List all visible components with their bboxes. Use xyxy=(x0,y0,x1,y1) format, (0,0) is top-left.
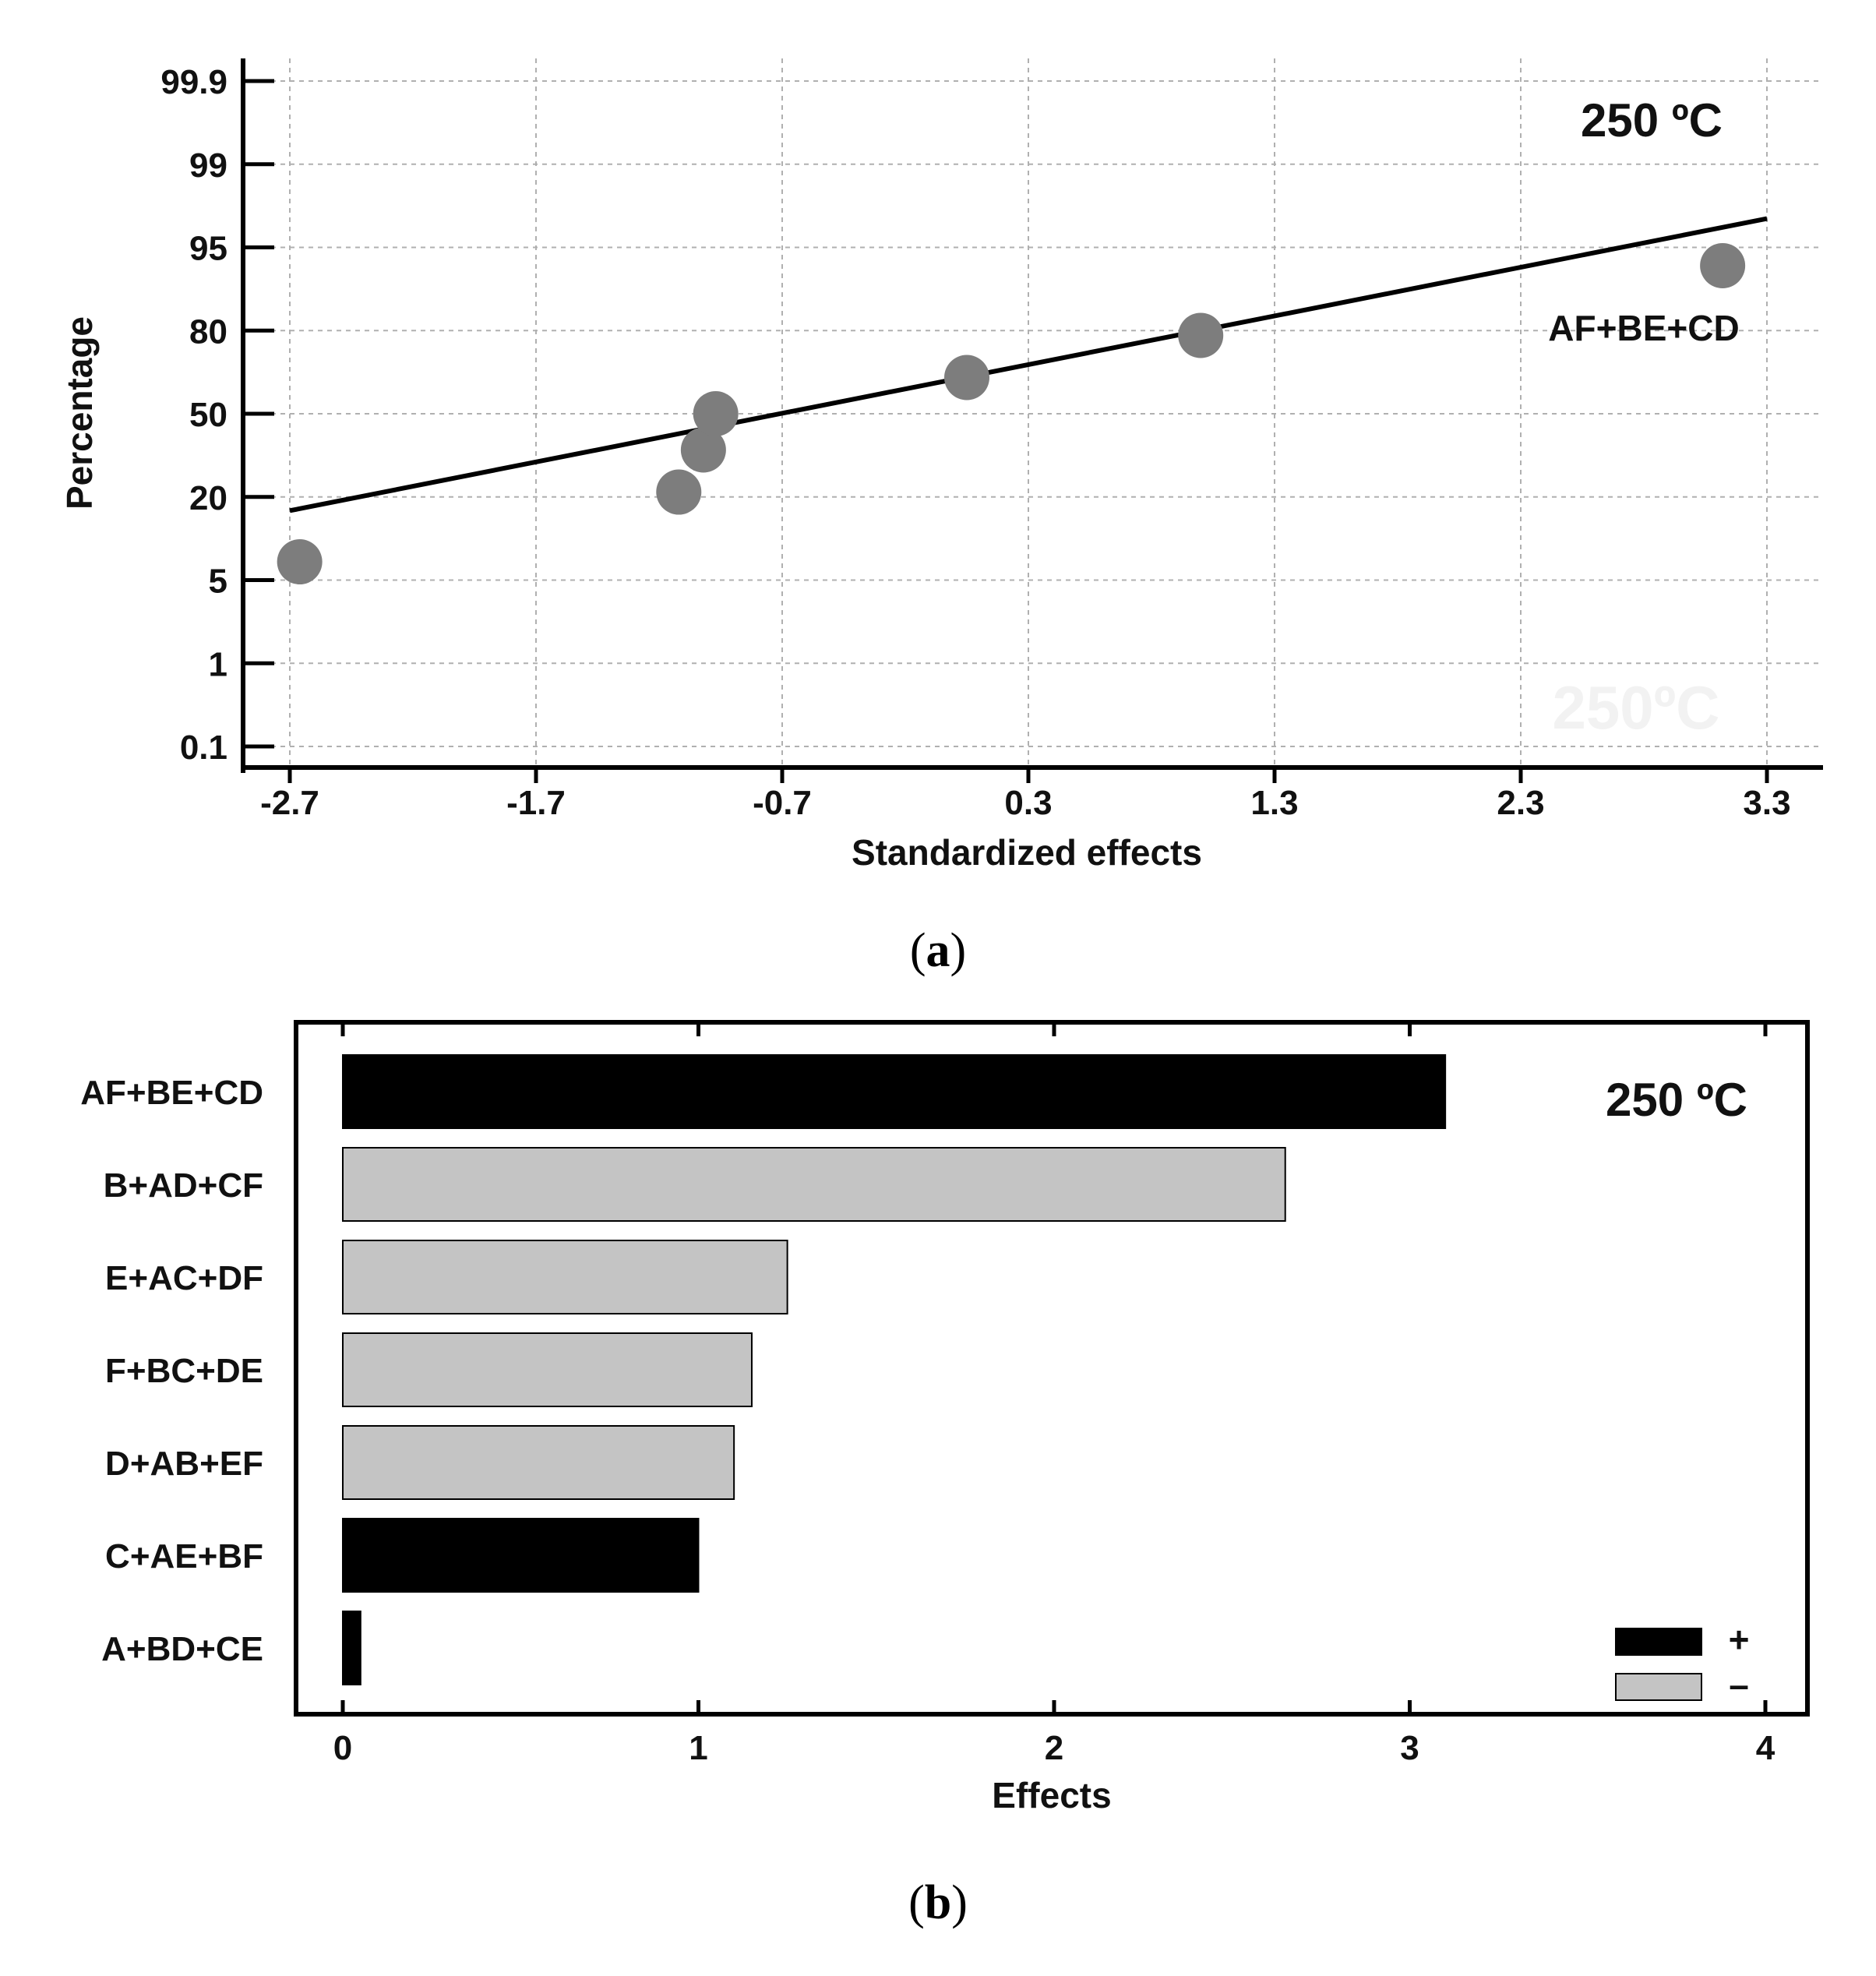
fit-line xyxy=(289,216,1768,513)
plot-b-category-label: D+AB+EF xyxy=(105,1445,263,1483)
plot-b-x-tick-label: 4 xyxy=(1756,1729,1776,1767)
plot-a-x-ticks: -2.7 -1.7 -0.7 0.3 1.3 2.3 3.3 xyxy=(260,767,1791,822)
normal-probability-plot: 99.9 99 95 80 50 20 5 1 0.1 -2.7 -1.7 -0.7 0.3 1.3 2.… xyxy=(59,58,1823,873)
plot-b-frame xyxy=(294,1020,1810,1717)
plot-a-title: 250 ºC xyxy=(1581,94,1723,146)
plot-a-y-tick-label: 20 xyxy=(189,479,227,517)
legend-swatch-negative xyxy=(1615,1673,1702,1701)
effect-bar xyxy=(342,1518,700,1593)
plot-a-y-tick-label: 99 xyxy=(189,146,227,185)
caption-b: (b) xyxy=(908,1876,968,1929)
data-point xyxy=(656,469,702,515)
data-point xyxy=(277,539,323,585)
plot-b-x-label: Effects xyxy=(992,1775,1111,1815)
plot-b-x-ticks: 0 1 2 3 4 xyxy=(333,1022,1776,1767)
plot-b-category-label: AF+BE+CD xyxy=(80,1074,263,1112)
plot-a-y-label: Percentage xyxy=(59,316,100,510)
plot-a-x-tick-label: 3.3 xyxy=(1743,784,1790,822)
plot-a-x-label: Standardized effects xyxy=(852,832,1202,873)
data-point xyxy=(693,391,739,436)
caption-b-letter: b xyxy=(925,1876,951,1929)
plot-b-x-tick-label: 3 xyxy=(1400,1729,1419,1767)
plot-a-y-tick-label: 99.9 xyxy=(160,63,227,101)
plot-b-x-tick-label: 2 xyxy=(1045,1729,1063,1767)
effect-bar xyxy=(342,1425,735,1500)
plot-b-x-tick-label: 1 xyxy=(689,1729,707,1767)
plot-a-gridlines xyxy=(243,58,1823,767)
plot-a-points xyxy=(277,242,1746,585)
legend-label-positive: + xyxy=(1729,1619,1750,1660)
plot-b-x-tick-label: 0 xyxy=(333,1729,352,1767)
plot-a-x-tick-label: -1.7 xyxy=(506,784,566,822)
plot-a-y-tick-label: 50 xyxy=(189,396,227,434)
plot-b-title: 250 ºC xyxy=(1606,1074,1747,1126)
plot-a-y-tick-label: 95 xyxy=(189,230,227,268)
plot-a-y-tick-label: 1 xyxy=(209,645,227,683)
plot-b-category-labels: AF+BE+CD B+AD+CF E+AC+DF F+BC+DE D+AB+EF C+AE… xyxy=(80,1074,263,1668)
plot-a-y-tick-label: 0.1 xyxy=(180,729,227,767)
watermark-text: 250ºC xyxy=(1553,673,1720,742)
plot-a-x-tick-label: 0.3 xyxy=(1004,784,1052,822)
effect-bar xyxy=(342,1611,361,1685)
data-point xyxy=(1178,312,1224,358)
plot-b-bars xyxy=(342,1054,1447,1685)
effect-bar xyxy=(342,1240,788,1314)
plot-a-x-tick-label: 2.3 xyxy=(1497,784,1544,822)
plot-a-y-tick-label: 80 xyxy=(189,312,227,351)
effect-bar xyxy=(342,1332,753,1407)
legend: + – xyxy=(1615,1619,1750,1705)
point-annotation: AF+BE+CD xyxy=(1548,308,1739,348)
caption-a-letter: a xyxy=(926,924,950,977)
effect-bar xyxy=(342,1147,1286,1222)
plot-b-category-label: F+BC+DE xyxy=(105,1352,263,1390)
effects-bar-chart: 0 1 2 3 4 AF+BE+CD B+AD+CF E+AC+DF F+BC+DE D+AB+… xyxy=(80,1020,1810,1815)
plot-b-category-label: A+BD+CE xyxy=(101,1630,263,1668)
plot-b-category-label: E+AC+DF xyxy=(105,1259,263,1297)
caption-a: (a) xyxy=(910,924,966,977)
plot-a-x-tick-label: -0.7 xyxy=(753,784,812,822)
plot-a-x-tick-label: -2.7 xyxy=(260,784,319,822)
plot-a-y-tick-label: 5 xyxy=(209,563,227,601)
legend-label-negative: – xyxy=(1729,1664,1749,1705)
plot-a-x-tick-label: 1.3 xyxy=(1250,784,1298,822)
data-point xyxy=(680,427,726,473)
plot-b-category-label: B+AD+CF xyxy=(104,1166,263,1205)
data-point xyxy=(944,355,989,400)
plot-a-y-ticks: 99.9 99 95 80 50 20 5 1 0.1 xyxy=(160,63,274,767)
plot-b-category-label: C+AE+BF xyxy=(105,1537,263,1576)
legend-swatch-positive xyxy=(1615,1628,1702,1656)
effect-bar xyxy=(342,1054,1447,1129)
data-point xyxy=(1700,242,1746,288)
